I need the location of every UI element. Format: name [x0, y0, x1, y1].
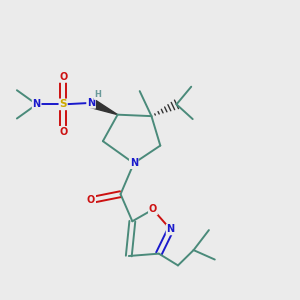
Text: O: O [87, 195, 95, 205]
Text: N: N [167, 224, 175, 235]
Text: S: S [59, 99, 67, 110]
Polygon shape [89, 99, 118, 115]
Text: N: N [87, 98, 95, 108]
Text: O: O [59, 127, 67, 137]
Text: N: N [130, 158, 138, 168]
Text: O: O [149, 205, 157, 214]
Text: H: H [94, 90, 101, 99]
Text: O: O [59, 72, 67, 82]
Text: N: N [33, 99, 41, 110]
